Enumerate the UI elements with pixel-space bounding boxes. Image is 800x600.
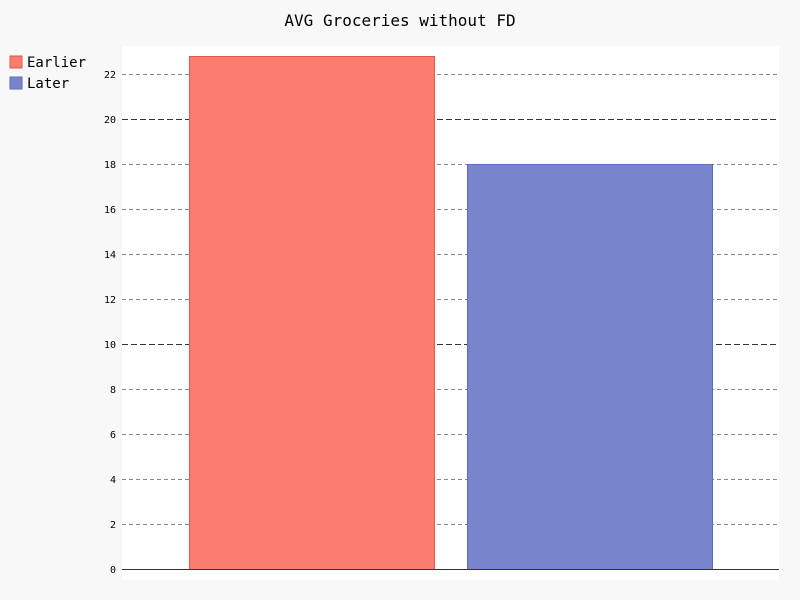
y-tick-label: 14 [104, 250, 116, 261]
y-tick-label: 0 [110, 565, 116, 576]
y-tick-label: 22 [104, 70, 116, 81]
legend: Earlier Later [9, 55, 86, 92]
y-tick-label: 16 [104, 205, 116, 216]
chart-title: AVG Groceries without FD [284, 11, 515, 30]
legend-label-earlier: Earlier [27, 55, 86, 71]
y-tick-label: 20 [104, 115, 116, 126]
y-tick-label: 6 [110, 430, 116, 441]
legend-swatch-earlier [9, 55, 23, 69]
legend-label-later: Later [27, 76, 69, 92]
bar-later [467, 164, 713, 570]
y-tick-label: 10 [104, 340, 116, 351]
y-tick-label: 18 [104, 160, 116, 171]
bar-earlier [189, 56, 435, 570]
y-tick-label: 4 [110, 475, 116, 486]
y-tick-label: 2 [110, 520, 116, 531]
y-tick-label: 12 [104, 295, 116, 306]
y-tick-label: 8 [110, 385, 116, 396]
legend-swatch-later [9, 76, 23, 90]
y-axis-ticks: 0 2 4 6 8 10 12 14 16 18 20 22 [104, 70, 116, 576]
bars [189, 56, 713, 570]
